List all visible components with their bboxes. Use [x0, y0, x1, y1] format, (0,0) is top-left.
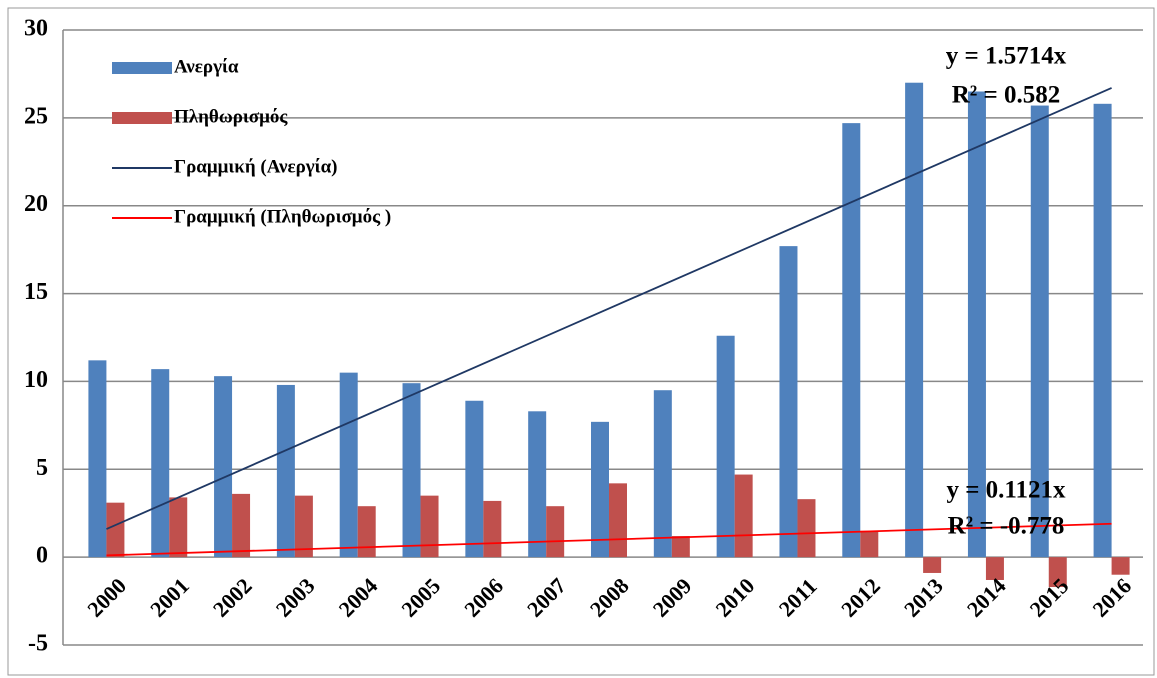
legend-swatch	[112, 112, 172, 124]
bar	[276, 384, 295, 558]
bar	[169, 497, 188, 558]
bar	[653, 390, 672, 558]
bar	[779, 246, 798, 558]
bar	[923, 557, 942, 573]
bar	[609, 483, 627, 558]
bar	[797, 499, 816, 558]
y-tick-label: 30	[24, 16, 48, 42]
x-tick-label: 2012	[836, 573, 885, 622]
bar	[591, 421, 609, 558]
bar	[716, 335, 735, 558]
bar	[1093, 103, 1112, 558]
x-tick-label: 2016	[1087, 573, 1136, 622]
x-tick-label: 2003	[271, 573, 320, 622]
bar	[106, 502, 125, 558]
bar	[842, 123, 861, 558]
legend-swatch	[112, 62, 172, 74]
bar	[734, 474, 753, 558]
bar	[985, 557, 1004, 580]
trend-equation: y = 0.1121x	[946, 477, 1066, 504]
chart-border	[7, 7, 1155, 676]
y-tick-label: 15	[24, 279, 48, 305]
legend-label: Πληθωρισμός	[174, 106, 288, 127]
bar	[420, 495, 439, 558]
y-tick-label: 20	[24, 191, 48, 217]
bar	[357, 506, 376, 558]
x-tick-label: 2004	[334, 573, 383, 622]
x-tick-label: 2008	[585, 573, 634, 622]
x-tick-label: 2001	[145, 573, 194, 622]
legend-label: Ανεργία	[174, 56, 239, 77]
bar	[214, 376, 233, 558]
bar	[402, 383, 421, 558]
x-tick-label: 2007	[522, 573, 571, 622]
bar	[967, 91, 986, 558]
trend-line	[106, 87, 1112, 530]
trend-line	[106, 522, 1112, 557]
bar	[294, 495, 313, 558]
legend-label: Γραμμική (Πληθωρισμός )	[174, 206, 391, 227]
bar	[1030, 105, 1049, 558]
bar	[88, 360, 107, 558]
trend-equation: y = 1.5714x	[946, 43, 1067, 70]
x-tick-label: 2006	[459, 573, 508, 622]
x-tick-label: 2010	[711, 573, 760, 622]
y-tick-label: 0	[36, 543, 48, 569]
bar	[671, 536, 690, 558]
x-tick-label: 2009	[648, 573, 697, 622]
bar	[232, 493, 251, 558]
bar	[860, 530, 879, 558]
x-tick-label: 2002	[208, 573, 257, 622]
bar	[1048, 557, 1067, 588]
bar	[905, 82, 924, 558]
bar	[1111, 557, 1130, 575]
x-tick-label: 2005	[396, 573, 445, 622]
x-tick-label: 2014	[962, 573, 1011, 622]
y-tick-label: 10	[24, 367, 48, 393]
bar	[528, 411, 547, 558]
bar	[339, 372, 358, 558]
legend-label: Γραμμική (Ανεργία)	[174, 156, 338, 177]
x-tick-label: 2011	[774, 573, 822, 621]
x-tick-label: 2000	[82, 573, 131, 622]
bar	[151, 369, 170, 558]
x-tick-label: 2013	[899, 573, 948, 622]
trend-r2: R² = -0.778	[948, 513, 1065, 540]
y-tick-label: 5	[36, 455, 48, 481]
bar	[465, 400, 484, 558]
bar	[546, 506, 565, 558]
trend-r2: R² = 0.582	[952, 82, 1061, 109]
y-tick-label: 25	[24, 103, 48, 129]
bar	[483, 500, 502, 558]
y-tick-label: -5	[28, 631, 48, 657]
